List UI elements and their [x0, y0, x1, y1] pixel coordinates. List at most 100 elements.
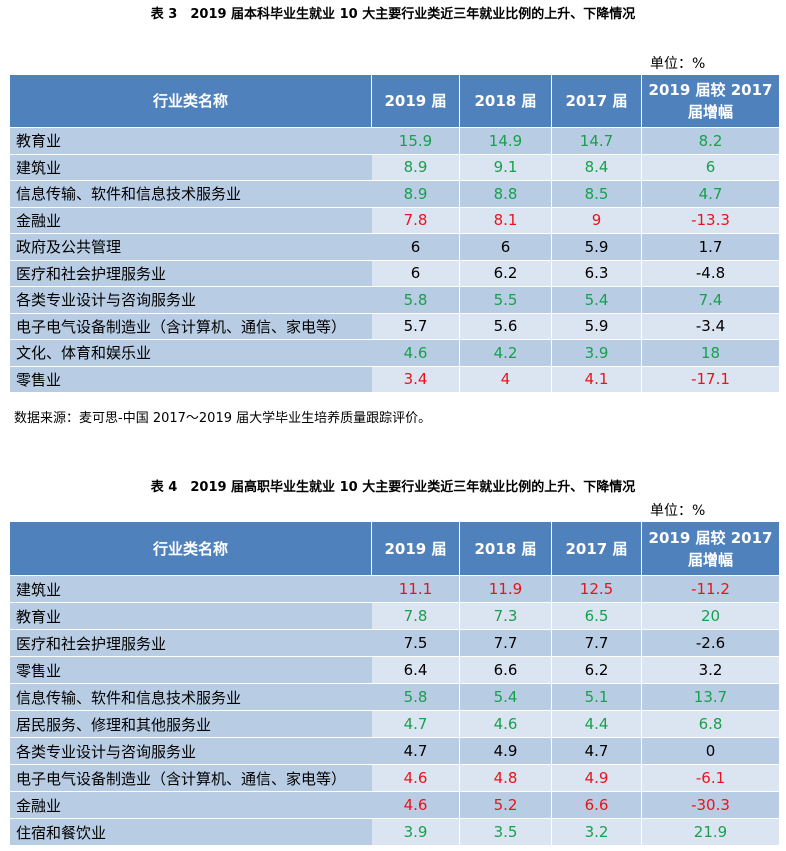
- value-cell: 4.6: [372, 340, 460, 367]
- row-name: 各类专业设计与咨询服务业: [10, 287, 372, 314]
- value-cell: 5.9: [552, 313, 642, 340]
- spacer: [362, 366, 372, 393]
- value-cell: 7.8: [372, 603, 460, 630]
- value-cell: -17.1: [642, 366, 780, 393]
- spacer: [362, 576, 372, 603]
- value-cell: 6: [372, 260, 460, 287]
- value-cell: 7.5: [372, 630, 460, 657]
- value-cell: 7.7: [460, 630, 552, 657]
- value-cell: 7.8: [372, 207, 460, 234]
- column-header: 行业类名称: [10, 522, 372, 576]
- spacer: [362, 234, 372, 261]
- value-cell: 6.2: [460, 260, 552, 287]
- value-cell: 0: [642, 738, 780, 765]
- column-header: 2019 届较 2017 届增幅: [642, 75, 780, 128]
- spacer: [362, 738, 372, 765]
- row-name: 金融业: [10, 792, 372, 819]
- value-cell: 5.1: [552, 684, 642, 711]
- value-cell: 5.7: [372, 313, 460, 340]
- value-cell: 4.4: [552, 711, 642, 738]
- value-cell: 3.9: [372, 819, 460, 846]
- column-header: 2019 届: [372, 522, 460, 576]
- row-name: 建筑业: [10, 576, 372, 603]
- value-cell: 12.5: [552, 576, 642, 603]
- spacer: [362, 603, 372, 630]
- spacer: [362, 684, 372, 711]
- value-cell: 6.4: [372, 657, 460, 684]
- value-cell: 8.9: [372, 181, 460, 208]
- row-name: 医疗和社会护理服务业: [10, 260, 372, 287]
- value-cell: 3.5: [460, 819, 552, 846]
- value-cell: 4.2: [460, 340, 552, 367]
- spacer: [362, 128, 372, 155]
- value-cell: 14.7: [552, 128, 642, 155]
- spacer: [362, 287, 372, 314]
- value-cell: 5.8: [372, 287, 460, 314]
- value-cell: 8.9: [372, 154, 460, 181]
- value-cell: 6: [642, 154, 780, 181]
- row-name: 教育业: [10, 128, 372, 155]
- value-cell: -4.8: [642, 260, 780, 287]
- value-cell: 4.6: [372, 792, 460, 819]
- value-cell: 13.7: [642, 684, 780, 711]
- row-name: 零售业: [10, 657, 372, 684]
- spacer: [362, 657, 372, 684]
- table-title: 表 4 2019 届高职毕业生就业 10 大主要行业类近三年就业比例的上升、下降…: [150, 480, 636, 495]
- spacer: [362, 154, 372, 181]
- row-name: 零售业: [10, 366, 372, 393]
- value-cell: 8.5: [552, 181, 642, 208]
- column-header: 2017 届: [552, 522, 642, 576]
- value-cell: 6: [460, 234, 552, 261]
- spacer: [362, 792, 372, 819]
- row-name: 住宿和餐饮业: [10, 819, 372, 846]
- value-cell: 7.4: [642, 287, 780, 314]
- value-cell: 3.4: [372, 366, 460, 393]
- value-cell: 8.8: [460, 181, 552, 208]
- spacer: [362, 765, 372, 792]
- row-name: 建筑业: [10, 154, 372, 181]
- value-cell: 4.8: [460, 765, 552, 792]
- value-cell: 5.9: [552, 234, 642, 261]
- row-name: 居民服务、修理和其他服务业: [10, 711, 372, 738]
- column-header: 2018 届: [460, 75, 552, 128]
- spacer: [362, 207, 372, 234]
- value-cell: 6.8: [642, 711, 780, 738]
- value-cell: 6.5: [552, 603, 642, 630]
- row-name: 电子电气设备制造业（含计算机、通信、家电等）: [10, 765, 372, 792]
- value-cell: 4.7: [372, 711, 460, 738]
- value-cell: 5.6: [460, 313, 552, 340]
- value-cell: 5.2: [460, 792, 552, 819]
- value-cell: 3.2: [642, 657, 780, 684]
- value-cell: 20: [642, 603, 780, 630]
- source-note: 数据来源：麦可思-中国 2017～2019 届大学毕业生培养质量跟踪评价。: [14, 411, 432, 426]
- value-cell: 11.1: [372, 576, 460, 603]
- value-cell: -6.1: [642, 765, 780, 792]
- value-cell: -2.6: [642, 630, 780, 657]
- value-cell: 11.9: [460, 576, 552, 603]
- column-header: 2019 届: [372, 75, 460, 128]
- value-cell: 4.7: [642, 181, 780, 208]
- row-name: 文化、体育和娱乐业: [10, 340, 372, 367]
- row-name: 各类专业设计与咨询服务业: [10, 738, 372, 765]
- spacer: [362, 313, 372, 340]
- value-cell: 4.7: [372, 738, 460, 765]
- value-cell: 4.9: [552, 765, 642, 792]
- value-cell: -3.4: [642, 313, 780, 340]
- value-cell: 8.2: [642, 128, 780, 155]
- value-cell: 3.2: [552, 819, 642, 846]
- value-cell: 4.6: [372, 765, 460, 792]
- spacer: [362, 181, 372, 208]
- spacer: [362, 819, 372, 846]
- value-cell: 5.5: [460, 287, 552, 314]
- table-title: 表 3 2019 届本科毕业生就业 10 大主要行业类近三年就业比例的上升、下降…: [150, 7, 636, 22]
- row-name: 金融业: [10, 207, 372, 234]
- value-cell: -13.3: [642, 207, 780, 234]
- value-cell: 3.9: [552, 340, 642, 367]
- value-cell: 5.4: [460, 684, 552, 711]
- value-cell: 4.9: [460, 738, 552, 765]
- column-header: 2017 届: [552, 75, 642, 128]
- value-cell: 6.2: [552, 657, 642, 684]
- value-cell: 4.1: [552, 366, 642, 393]
- unit-label: 单位：%: [650, 56, 706, 72]
